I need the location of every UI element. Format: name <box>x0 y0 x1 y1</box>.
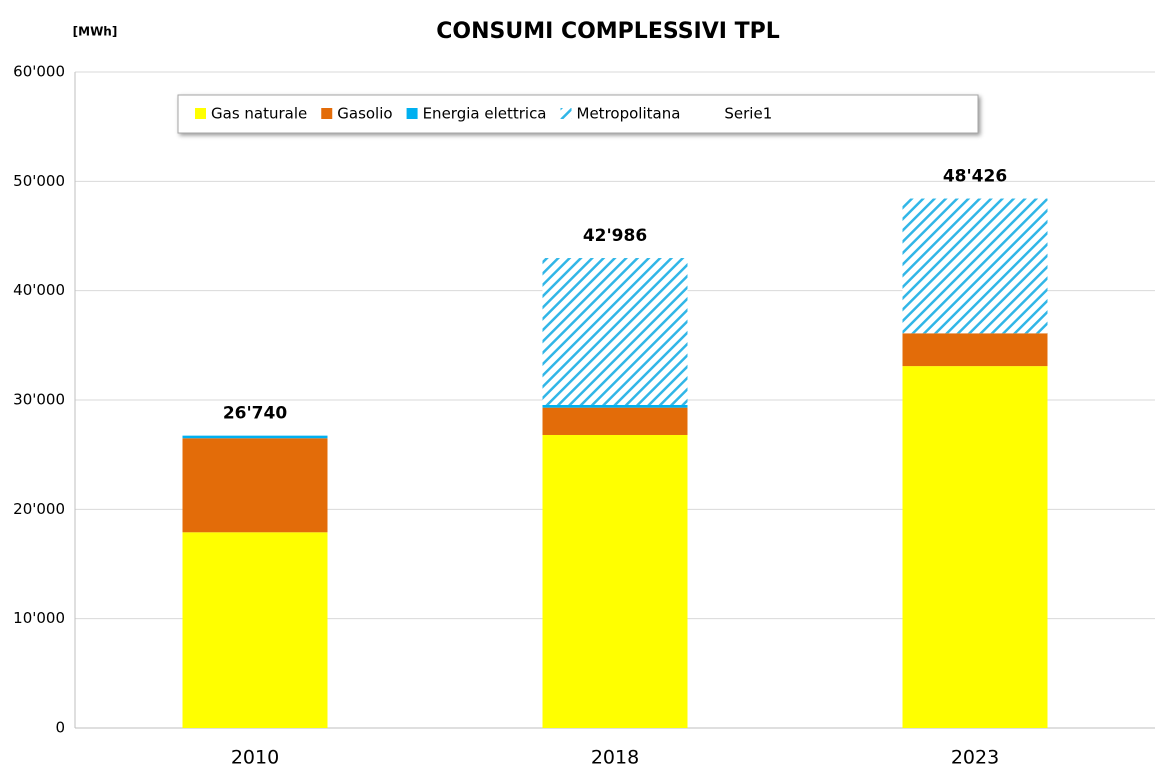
total-label: 26'740 <box>223 404 288 424</box>
total-label: 42'986 <box>583 226 647 246</box>
bar-segment <box>182 532 328 728</box>
x-tick-label: 2023 <box>951 747 999 769</box>
chart-title: CONSUMI COMPLESSIVI TPL <box>436 19 780 44</box>
total-label: 48'426 <box>943 167 1007 187</box>
legend-swatch <box>560 108 572 119</box>
bar-segment <box>182 438 328 533</box>
y-tick-label: 20'000 <box>13 500 65 518</box>
bar-segment <box>542 434 688 728</box>
legend-swatch <box>321 108 333 119</box>
legend: Gas naturale Gasolio Energia elettrica Metr… <box>177 94 979 134</box>
bar-segment <box>902 366 1048 728</box>
bar-segment <box>182 435 328 439</box>
y-tick-label: 50'000 <box>13 172 65 190</box>
x-tick-label: 2010 <box>231 747 279 769</box>
legend-label: Gas naturale <box>211 105 307 123</box>
legend-label: Serie1 <box>724 105 772 123</box>
bar-segment <box>902 198 1048 334</box>
y-tick-label: 0 <box>55 719 65 737</box>
legend-label: Energia elettrica <box>423 105 547 123</box>
y-tick-label: 10'000 <box>13 609 65 627</box>
y-tick-label: 60'000 <box>13 63 65 81</box>
bar-segment <box>542 407 688 435</box>
legend-swatch <box>195 108 206 119</box>
x-tick-label: 2018 <box>591 747 639 769</box>
bar-segment <box>902 333 1048 367</box>
legend-swatch <box>406 108 418 119</box>
y-tick-label: 40'000 <box>13 281 65 299</box>
bar-segment <box>542 258 688 405</box>
legend-label: Gasolio <box>337 105 392 123</box>
y-axis-label: [MWh] <box>73 25 118 39</box>
y-tick-label: 30'000 <box>13 391 65 409</box>
legend-box <box>177 94 979 134</box>
legend-label: Metropolitana <box>577 105 681 123</box>
bar-segment <box>542 404 688 408</box>
